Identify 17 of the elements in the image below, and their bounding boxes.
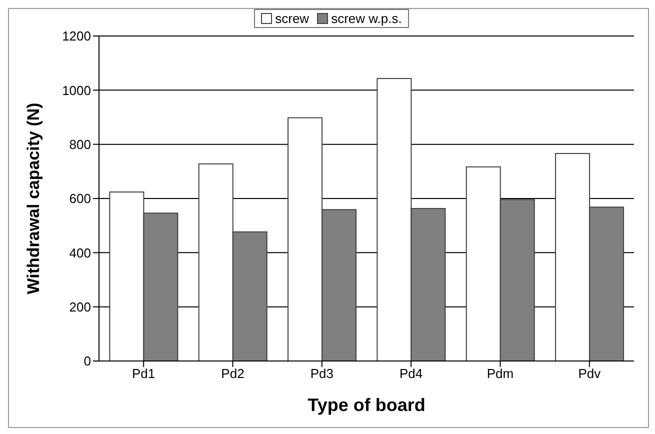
x-tick-label: Pd3 [310, 366, 334, 382]
y-axis-title: Withdrawal capacity (N) [24, 102, 44, 294]
x-tick-label: Pd1 [132, 366, 156, 382]
x-tick-label: Pd4 [400, 366, 423, 382]
legend-label: screw [275, 11, 310, 26]
y-tick-label: 1200 [62, 28, 91, 44]
y-tick-label: 1000 [62, 82, 91, 98]
y-tick-label: 400 [69, 245, 91, 260]
x-tick-label: Pd2 [221, 366, 244, 382]
y-tick-label: 600 [69, 191, 91, 206]
x-axis-title: Type of board [308, 395, 426, 415]
y-tick-label: 0 [84, 354, 91, 369]
legend-label: screw w.p.s. [331, 11, 402, 26]
x-tick-label: Pdm [486, 366, 514, 382]
x-tick-label: Pdv [578, 366, 602, 382]
y-tick-label: 800 [69, 136, 91, 152]
y-tick-label: 200 [69, 299, 91, 314]
